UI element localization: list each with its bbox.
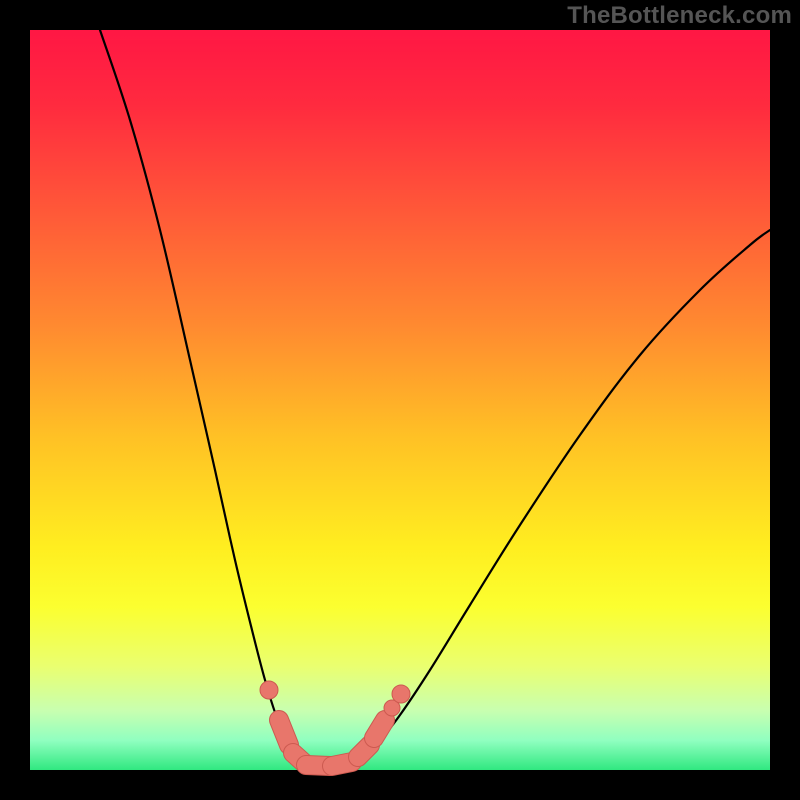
chart-svg [0,0,800,800]
marker-dot [260,681,278,699]
watermark-text: TheBottleneck.com [567,2,792,30]
plot-background [30,30,770,770]
marker-capsule [374,720,385,738]
marker-capsule [358,745,370,757]
marker-capsule [332,762,352,766]
marker-capsule [279,720,289,745]
marker-dot [392,685,410,703]
chart-container: { "watermark": { "text": "TheBottleneck.… [0,0,800,800]
